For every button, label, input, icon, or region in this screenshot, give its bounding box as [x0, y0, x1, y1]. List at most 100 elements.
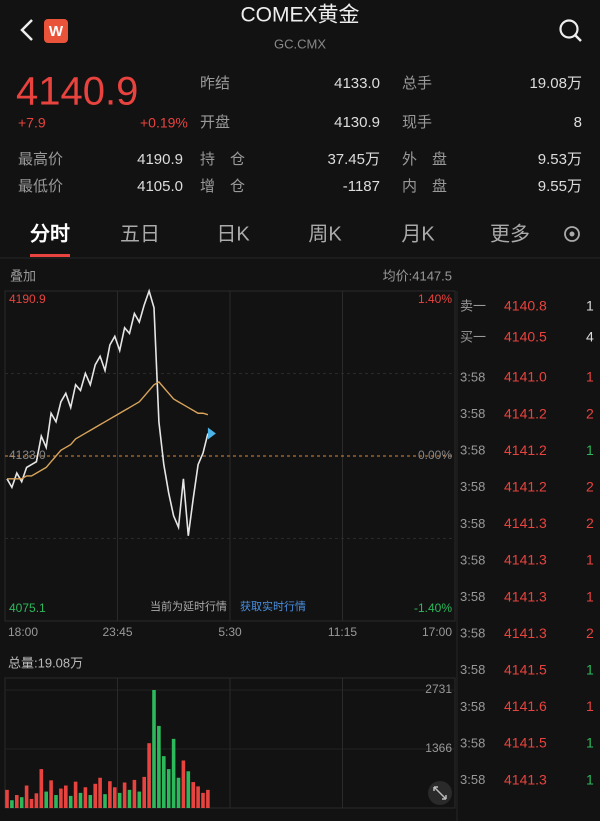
subtitle: GC.CMX [274, 36, 326, 51]
field-label: 最低价 [18, 178, 63, 195]
trade-qty: 1 [586, 662, 594, 678]
x-tick-label: 5:30 [218, 625, 242, 639]
volume-bar [29, 798, 34, 808]
volume-bar [201, 792, 205, 808]
field-label: 昨结 [200, 75, 230, 92]
trade-price: 4141.3 [504, 552, 547, 568]
volume-bar [39, 769, 44, 808]
volume-bar [186, 771, 191, 808]
trade-qty: 1 [586, 735, 594, 751]
trade-qty: 2 [586, 515, 594, 531]
pct-label: -1.40% [414, 601, 452, 615]
volume-bar [108, 781, 112, 808]
volume-bar [10, 800, 14, 808]
volume-bar [142, 776, 146, 808]
trade-qty: 1 [586, 369, 594, 385]
field-value: 9.55万 [538, 178, 582, 195]
volume-bar [137, 791, 142, 808]
volume-bar [98, 777, 102, 808]
tab[interactable]: 五日 [120, 223, 160, 245]
settings-button[interactable] [564, 226, 580, 242]
volume-bar [64, 785, 68, 808]
logo [44, 19, 68, 43]
volume-bar [117, 792, 122, 808]
x-tick-label: 18:00 [8, 625, 38, 639]
volume-bar [5, 789, 9, 808]
field-value: 4190.9 [137, 151, 183, 168]
trade-time: 3:58 [460, 589, 485, 604]
logo-text: W [49, 23, 64, 40]
trade-qty: 1 [586, 588, 594, 604]
trade-time: 卖一 [460, 298, 486, 313]
tab[interactable]: 分时 [30, 222, 70, 245]
trade-price: 4141.2 [504, 479, 547, 495]
x-tick-label: 11:15 [328, 625, 357, 639]
volume-bar [19, 797, 24, 808]
trade-price: 4141.0 [504, 369, 547, 385]
trade-qty: 2 [586, 405, 594, 421]
trade-time: 3:58 [460, 662, 485, 677]
field-value: 9.53万 [538, 151, 582, 168]
volume-bar [49, 780, 53, 808]
volume-bar [152, 690, 156, 808]
tab[interactable]: 更多 [490, 222, 530, 245]
volume-bar [73, 781, 78, 808]
trade-qty: 1 [586, 552, 594, 568]
trade-time: 3:58 [460, 479, 485, 494]
overlay-label[interactable]: 叠加 [10, 268, 36, 283]
trade-price: 4141.3 [504, 771, 547, 787]
trade-time: 3:58 [460, 516, 485, 531]
change: +7.9 [18, 115, 46, 131]
volume-bar [113, 787, 117, 808]
search-button[interactable] [559, 19, 582, 42]
trade-time: 3:58 [460, 772, 485, 787]
base-label: 4133.0 [9, 448, 46, 462]
avg-label: 均价:4147.5 [383, 268, 452, 283]
tab[interactable]: 月K [401, 223, 435, 245]
field-value: 4130.9 [334, 114, 380, 131]
field-label: 内 盘 [402, 177, 447, 195]
volume-bar [127, 789, 132, 808]
volume-tick-label: 2731 [425, 682, 452, 696]
volume-bar [68, 795, 73, 808]
trade-qty: 1 [586, 298, 594, 314]
trade-time: 3:58 [460, 369, 485, 384]
volume-bar [171, 738, 176, 808]
field-value: 19.08万 [529, 75, 582, 92]
trade-time: 3:58 [460, 552, 485, 567]
price-line [6, 288, 209, 536]
field-label: 现手 [402, 114, 432, 131]
field-value: -1187 [343, 178, 380, 195]
realtime-link[interactable]: 获取实时行情 [240, 599, 306, 613]
field-label: 持 仓 [200, 151, 245, 168]
change-pct: +0.19% [140, 115, 188, 131]
tab[interactable]: 周K [308, 223, 342, 245]
trade-price: 4141.6 [504, 698, 547, 714]
volume-bar [162, 756, 166, 808]
trade-time: 3:58 [460, 443, 485, 458]
trade-time: 3:58 [460, 735, 485, 750]
volume-bar [34, 793, 39, 808]
trade-qty: 2 [586, 625, 594, 641]
field-value: 37.45万 [327, 151, 380, 168]
delay-notice: 当前为延时行情 [150, 599, 227, 613]
pct-label: 1.40% [418, 292, 452, 306]
trade-price: 4141.2 [504, 442, 547, 458]
tab[interactable]: 日K [216, 223, 250, 245]
trade-price: 4141.5 [504, 662, 547, 678]
volume-bar [191, 782, 195, 808]
volume-bar [206, 789, 210, 808]
field-label: 最高价 [18, 151, 63, 168]
x-tick-label: 17:00 [422, 625, 452, 639]
trade-price: 4141.3 [504, 588, 547, 604]
expand-button[interactable] [428, 781, 452, 805]
volume-bar [157, 725, 161, 808]
volume-tick-label: 1366 [425, 741, 452, 755]
volume-bar [196, 786, 200, 808]
back-button[interactable] [20, 19, 33, 41]
trade-price: 4141.3 [504, 625, 547, 641]
trade-qty: 4 [586, 329, 594, 345]
